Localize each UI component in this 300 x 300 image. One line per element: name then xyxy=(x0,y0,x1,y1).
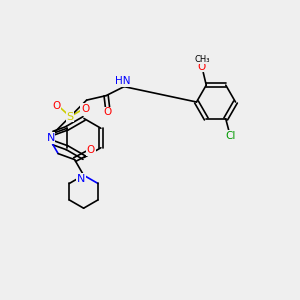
Text: O: O xyxy=(52,100,60,110)
Text: N: N xyxy=(77,174,86,184)
Text: CH₃: CH₃ xyxy=(194,55,209,64)
Text: O: O xyxy=(87,145,95,155)
Text: Cl: Cl xyxy=(225,131,236,141)
Text: O: O xyxy=(81,103,89,113)
Text: N: N xyxy=(46,133,55,143)
Text: HN: HN xyxy=(115,76,130,86)
Text: O: O xyxy=(103,107,112,117)
Text: S: S xyxy=(67,112,74,122)
Text: O: O xyxy=(198,61,206,71)
